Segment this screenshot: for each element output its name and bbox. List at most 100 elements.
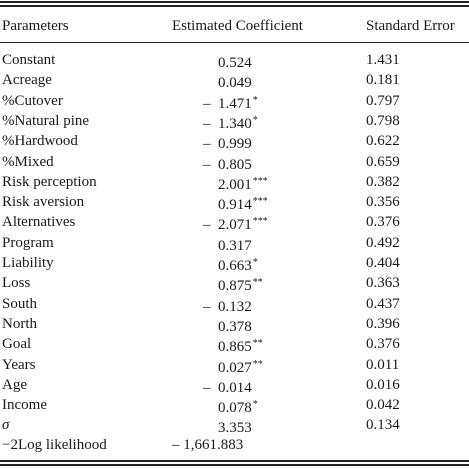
row-parameter: Age [2, 376, 27, 393]
table-row: Income 0.078* 0.042 [0, 395, 469, 418]
row-standard-error: 0.181 [366, 72, 400, 89]
row-parameter: Risk aversion [2, 194, 85, 211]
row-significance-stars: ** [252, 277, 263, 289]
row-coefficient-value: 0.014 [218, 379, 252, 396]
row-parameter: Acreage [2, 72, 52, 89]
row-coefficient-value: 0.378 [218, 318, 252, 335]
row-standard-error: 0.382 [366, 173, 400, 190]
row-coefficient: 0.378 [203, 314, 343, 337]
table-row: Liability 0.663* 0.404 [0, 253, 469, 276]
row-coefficient: –0.805 [203, 152, 343, 175]
footer-value: – 1,661.883 [172, 437, 244, 453]
row-coefficient-value: 0.027 [218, 359, 252, 376]
table-header: Parameters Estimated Coefficient Standar… [0, 16, 469, 36]
row-coefficient-value: 2.001 [218, 176, 252, 193]
row-coefficient: 0.524 [203, 50, 343, 73]
table-row: %Hardwood –0.999 0.622 [0, 131, 469, 154]
table-row: North 0.378 0.396 [0, 314, 469, 337]
row-standard-error: 0.659 [366, 153, 400, 170]
row-standard-error: 0.042 [366, 397, 400, 414]
top-rule-1 [0, 1, 469, 3]
footer-label: −2Log likelihood [2, 437, 107, 453]
row-parameter: %Natural pine [2, 112, 90, 129]
row-significance-stars: ** [252, 358, 263, 370]
row-coefficient-sign: – [203, 217, 211, 234]
table-row: σ 3.353 0.134 [0, 415, 469, 438]
row-coefficient: 2.001*** [203, 172, 343, 195]
row-coefficient-value: 3.353 [218, 420, 252, 437]
row-parameter: Goal [2, 336, 32, 353]
row-parameter: North [2, 315, 37, 332]
row-coefficient-value: 0.999 [218, 136, 252, 153]
row-coefficient-value: 0.049 [218, 75, 252, 92]
row-parameter: Risk perception [2, 173, 97, 190]
table-row: South –0.132 0.437 [0, 294, 469, 317]
row-standard-error: 1.431 [366, 52, 400, 68]
row-standard-error: 0.376 [366, 336, 400, 353]
row-standard-error: 0.798 [366, 112, 400, 129]
row-significance-stars: *** [252, 216, 268, 228]
row-significance-stars: * [252, 114, 258, 126]
row-significance-stars: * [252, 399, 258, 411]
row-coefficient: 0.875** [203, 273, 343, 296]
table-row: Program 0.317 0.492 [0, 233, 469, 254]
row-standard-error: 0.797 [366, 92, 400, 109]
table-row: %Mixed –0.805 0.659 [0, 152, 469, 175]
row-significance-stars: *** [252, 196, 268, 208]
table-row: Age –0.014 0.016 [0, 375, 469, 398]
table-row: Risk perception 2.001*** 0.382 [0, 172, 469, 195]
row-coefficient-sign: – [203, 115, 211, 132]
row-coefficient: –0.132 [203, 294, 343, 317]
row-coefficient-value: 0.663 [218, 258, 252, 274]
row-parameter: South [2, 295, 38, 312]
row-coefficient-value: 2.071 [218, 217, 252, 234]
row-standard-error: 0.396 [366, 315, 400, 332]
row-coefficient-value: 0.078 [218, 400, 252, 417]
row-coefficient: –0.999 [203, 131, 343, 154]
row-coefficient: –1.340* [203, 111, 343, 134]
row-standard-error: 0.492 [366, 234, 400, 251]
row-standard-error: 0.622 [366, 133, 400, 150]
row-coefficient: 0.078* [203, 395, 343, 418]
row-standard-error: 0.356 [366, 194, 400, 211]
row-standard-error: 0.437 [366, 295, 400, 312]
row-coefficient-value: 0.317 [218, 237, 252, 254]
row-standard-error: 0.363 [366, 275, 400, 292]
row-coefficient: –0.014 [203, 375, 343, 398]
table-row: Goal 0.865** 0.376 [0, 334, 469, 355]
row-coefficient: 3.353 [203, 415, 343, 438]
row-coefficient: 0.663* [203, 253, 343, 276]
footer-row: −2Log likelihood – 1,661.883 [0, 435, 469, 455]
row-coefficient-value: 1.471 [218, 95, 252, 112]
table-row: Acreage 0.049 0.181 [0, 70, 469, 92]
row-parameter: σ [2, 417, 10, 434]
row-significance-stars: ** [252, 338, 263, 350]
row-coefficient-value: 1.340 [218, 115, 252, 132]
row-coefficient-value: 0.805 [218, 156, 252, 173]
row-coefficient: –1.471* [203, 91, 343, 114]
table-row: Constant 0.524 1.431 [0, 50, 469, 73]
row-coefficient-sign: – [203, 298, 211, 315]
row-coefficient-sign: – [203, 136, 211, 153]
row-parameter: Program [2, 234, 54, 251]
row-standard-error: 0.011 [366, 356, 400, 373]
top-rule-2 [0, 5, 469, 7]
row-coefficient: 0.027** [203, 355, 343, 378]
table-row: Years 0.027** 0.011 [0, 355, 469, 378]
row-parameter: %Hardwood [2, 133, 78, 150]
row-significance-stars: *** [252, 175, 268, 187]
row-parameter: Income [2, 397, 47, 414]
row-coefficient-sign: – [203, 379, 211, 396]
bottom-rule-2 [0, 464, 469, 466]
table-row: Loss 0.875** 0.363 [0, 273, 469, 296]
table-row: Alternatives –2.071*** 0.376 [0, 212, 469, 234]
row-coefficient-value: 0.524 [218, 55, 252, 71]
row-parameter: Liability [2, 255, 54, 271]
header-parameters: Parameters [2, 18, 69, 34]
header-estimated-coefficient: Estimated Coefficient [172, 18, 303, 34]
row-standard-error: 0.404 [366, 255, 400, 271]
row-standard-error: 0.016 [366, 376, 400, 393]
row-coefficient-sign: – [203, 156, 211, 173]
row-parameter: Years [2, 356, 36, 373]
table-row: %Natural pine –1.340* 0.798 [0, 111, 469, 134]
